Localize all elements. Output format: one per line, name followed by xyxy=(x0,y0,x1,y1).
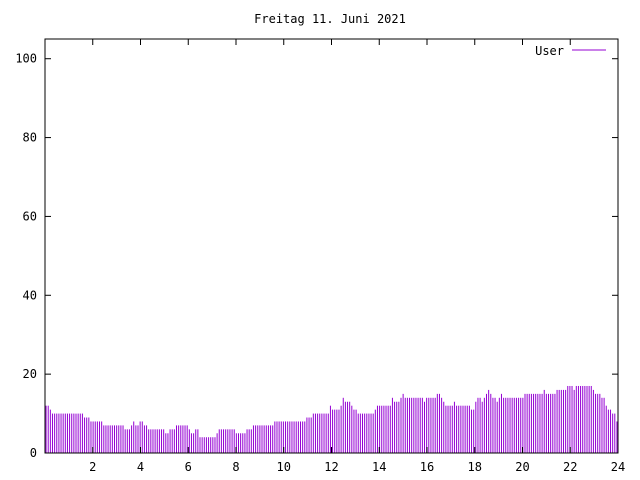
y-tick-label: 40 xyxy=(23,288,37,302)
chart-title: Freitag 11. Juni 2021 xyxy=(254,12,406,26)
legend: User xyxy=(535,44,606,58)
bar-series xyxy=(45,385,618,453)
plot-frame xyxy=(44,38,619,454)
x-tick-label: 4 xyxy=(137,460,144,474)
x-tick-label: 12 xyxy=(324,460,338,474)
y-tick-label: 60 xyxy=(23,209,37,223)
x-tick-label: 2 xyxy=(89,460,96,474)
x-tick-label: 24 xyxy=(611,460,625,474)
legend-label: User xyxy=(535,44,564,58)
x-tick-label: 22 xyxy=(563,460,577,474)
y-tick-label: 80 xyxy=(23,131,37,145)
y-tick-label: 0 xyxy=(30,446,37,460)
x-tick-label: 14 xyxy=(372,460,386,474)
y-tick-label: 20 xyxy=(23,367,37,381)
x-tick-label: 18 xyxy=(468,460,482,474)
x-tick-label: 6 xyxy=(185,460,192,474)
y-tick-label: 100 xyxy=(15,52,37,66)
x-tick-label: 10 xyxy=(277,460,291,474)
x-tick-label: 20 xyxy=(515,460,529,474)
x-tick-label: 8 xyxy=(232,460,239,474)
x-tick-label: 16 xyxy=(420,460,434,474)
